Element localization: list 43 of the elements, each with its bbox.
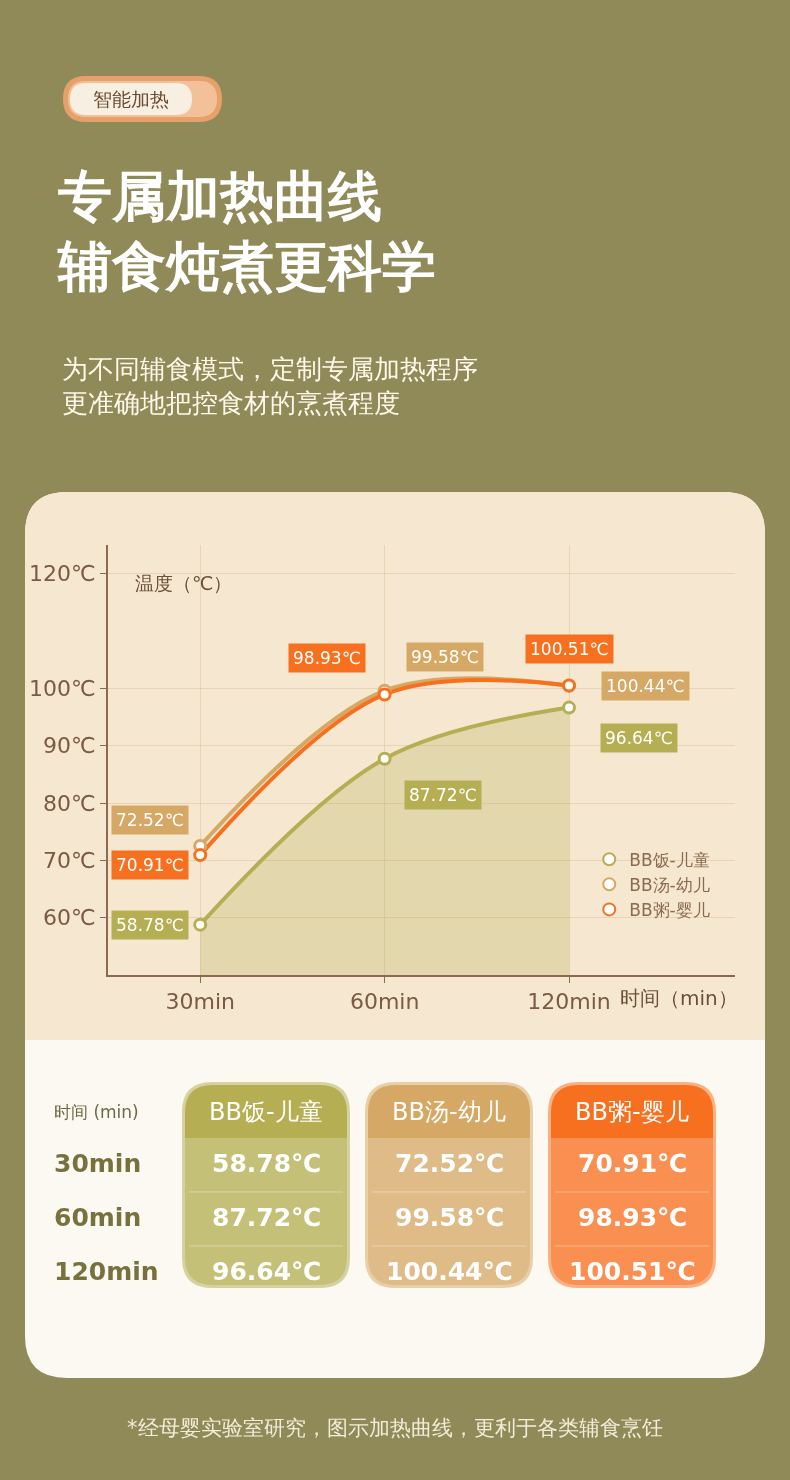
y-tick-label: 60℃: [42, 905, 96, 931]
legend-label: BB饭-儿童: [629, 849, 710, 870]
text: BB粥-婴儿: [575, 1098, 689, 1126]
y-tick-label: 80℃: [42, 790, 96, 816]
text: BB饭-儿童: [209, 1098, 323, 1126]
x-tick-label: 30min: [165, 989, 235, 1015]
chart-subtitle: 为不同辅食模式，定制专属加热程序更准确地把控食材的烹煮程度: [62, 354, 478, 418]
text: 智能加热: [93, 88, 169, 110]
data-label: 72.52℃: [116, 810, 184, 830]
category-label: 120min: [54, 1257, 159, 1286]
data-label: 100.44℃: [606, 676, 685, 696]
legend-label: BB汤-幼儿: [629, 874, 710, 895]
text: 99.58℃: [395, 1203, 505, 1232]
text: 87.72℃: [212, 1203, 322, 1232]
text: 70.91℃: [578, 1149, 688, 1178]
text: 96.64℃: [212, 1257, 322, 1286]
text: *经母婴实验室研究，图示加热曲线，更利于各类辅食烹饪: [127, 1416, 663, 1440]
chart-title: 专属加热曲线辅食炖煮更科学: [57, 165, 436, 299]
data-label: 98.93℃: [293, 648, 361, 668]
x-tick-label: 120min: [527, 989, 611, 1015]
text: 100.44℃: [386, 1257, 513, 1286]
text: BB汤-幼儿: [392, 1098, 506, 1126]
data-label: 58.78℃: [116, 915, 184, 935]
y-tick-label: 70℃: [42, 848, 96, 874]
category-label: 30min: [54, 1149, 142, 1178]
text: 98.93℃: [578, 1203, 688, 1232]
data-label: 87.72℃: [409, 785, 477, 805]
legend-label: BB粥-婴儿: [629, 900, 710, 921]
y-tick-label: 100℃: [28, 676, 96, 702]
text: 58.78℃: [212, 1149, 322, 1178]
text: 时间 (min): [54, 1102, 139, 1122]
y-axis-title: 温度（℃）: [135, 572, 233, 594]
x-axis-title: 时间（min）: [620, 986, 738, 1010]
y-tick-label: 90℃: [42, 733, 96, 759]
data-label: 99.58℃: [411, 647, 479, 667]
y-tick-label: 120℃: [28, 561, 96, 587]
data-label: 96.64℃: [605, 728, 673, 748]
x-tick-label: 60min: [349, 989, 420, 1015]
data-label: 100.51℃: [530, 639, 609, 659]
text: 72.52℃: [395, 1149, 505, 1178]
text: 100.51℃: [569, 1257, 696, 1286]
category-label: 60min: [54, 1203, 142, 1232]
data-label: 70.91℃: [116, 855, 184, 875]
